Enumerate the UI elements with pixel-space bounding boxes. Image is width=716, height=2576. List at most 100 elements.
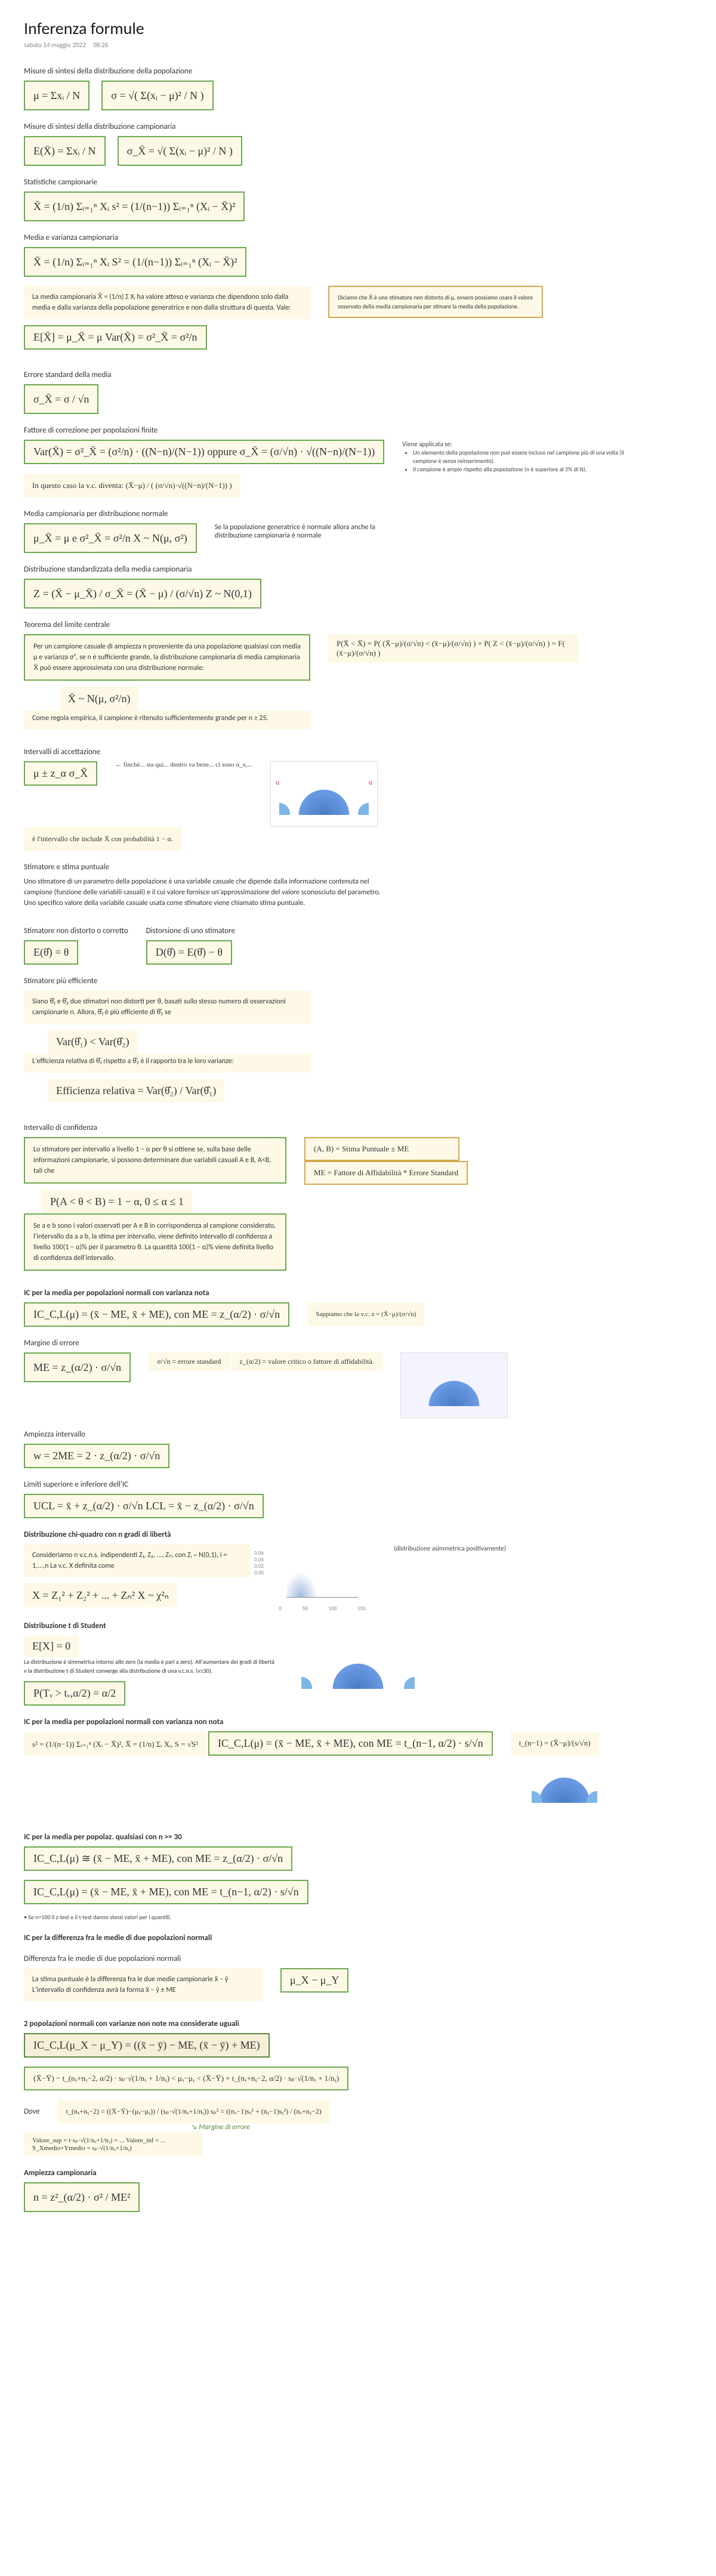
bell-curve-margin <box>400 1352 508 1418</box>
heading-ic-diff: IC per la differenza fra le medie di due… <box>24 1933 692 1942</box>
formula-due-pop-4: Valore_sup = t·sₚ·√(1/nₓ+1/nᵧ) = ... Val… <box>24 2132 203 2157</box>
formula-due-pop-1: IC_C,L(μ_X − μ_Y) = ((x̄ − ȳ) − ME, (x̄ … <box>24 2033 270 2058</box>
heading-ic-n30: IC per la media per popolaz. qualsiasi c… <box>24 1833 692 1842</box>
formula-tlc-1: X̄ ~ N(μ, σ²/n) <box>60 687 138 711</box>
note-margine-2: z_(α/2) = valore critico o fattore di af… <box>232 1352 382 1371</box>
formula-pop-sd: σ = √( Σ(xᵢ − μ)² / N ) <box>101 81 213 110</box>
formula-pop-mean: μ = Σxᵢ / N <box>24 81 90 110</box>
heading-amp-camp: Ampiezza campionaria <box>24 2169 692 2177</box>
note-ic-n30: • Se n>100 il z-test e il t-test danno s… <box>24 1913 263 1922</box>
para-ic-2: Se a e b sono i valori osservati per A e… <box>24 1213 286 1271</box>
formula-media-norm: μ_X̄ = μ e σ²_X̄ = σ²/n X ~ N(μ, σ²) <box>24 523 197 553</box>
heading-stat-camp: Statistiche campionarie <box>24 178 692 187</box>
heading-stimatore: Stimatore e stima puntuale <box>24 863 692 872</box>
formula-err-std: σ_X̄ = σ / √n <box>24 384 98 414</box>
para-stim-effrel: L'efficienza relativa di θ̂₁ rispetto a … <box>24 1054 310 1073</box>
page-meta: sabato 14 maggio 2022 08:26 <box>24 41 692 49</box>
formula-due-pop-2: (X̄−Ȳ) − t_(nₓ+nᵧ−2, α/2) · sₚ·√(1/nₓ + … <box>24 2067 348 2090</box>
formula-stim-nondist: E(θ̂) = θ <box>24 940 78 965</box>
para-ic-diff: La stima puntuale è la differenza fra le… <box>24 1968 263 2002</box>
fattore-note-b1: Un elemento della popolazione non può es… <box>413 449 641 465</box>
heading-ic-varnonnota: IC per la media per popolazioni normali … <box>24 1718 692 1726</box>
meta-time: 08:26 <box>93 41 108 49</box>
sub-ic-diff: Differenza fra le medie di due popolazio… <box>24 1954 692 1963</box>
heading-stim-eff: Stimatore più efficiente <box>24 977 692 986</box>
heading-ic: Intervallo di confidenza <box>24 1123 692 1132</box>
side-ic-varnota: Sappiamo che la v.c. z = (X̄−μ)/(σ/√n) <box>307 1302 424 1326</box>
formula-limiti: UCL = x̄ + z_(α/2) · σ/√n LCL = x̄ − z_(… <box>24 1494 264 1518</box>
para-int-acc: è l'intervallo che include X̄ con probab… <box>24 827 181 851</box>
formula-fattore-vc: In questo caso la v.c. diventa: (X̄−μ) /… <box>24 474 240 498</box>
heading-int-acc: Intervalli di accettazione <box>24 748 692 756</box>
formula-ic-vnn-0b: t_(n−1) = (X̄−μ)/(s/√n) <box>511 1731 599 1755</box>
para-tstudent: La distribuzione è simmetrica intorno al… <box>24 1657 274 1675</box>
heading-media-norm: Media campionaria per distribuzione norm… <box>24 509 692 518</box>
formula-ic-box1: (A, B) = Stima Puntuale ± ME <box>304 1137 459 1161</box>
formula-fattore-corr: Var(X̄) = σ²_X̄ = (σ²/n) · ((N−n)/(N−1))… <box>24 440 384 464</box>
heading-tstudent: Distribuzione t di Student <box>24 1621 692 1630</box>
fattore-note-b2: Il campione è ampio rispetto alla popola… <box>413 465 641 474</box>
para-chi2: Consideriamo n v.c.n.s. indipendenti Z₁,… <box>24 1544 251 1577</box>
formula-samp-sd: σ_X̄ = √( Σ(xᵢ − μ)² / N ) <box>118 136 242 166</box>
heading-tlc: Teorema del limite centrale <box>24 620 692 629</box>
heading-err-std: Errore standard della media <box>24 370 692 379</box>
heading-ampiezza: Ampiezza intervallo <box>24 1430 692 1439</box>
formula-amp-camp: n = z²_(α/2) · σ² / ME² <box>24 2182 140 2212</box>
heading-fattore-corr: Fattore di correzione per popolazioni fi… <box>24 426 692 435</box>
bell-curve-vnn <box>511 1755 618 1821</box>
note-margine-1: σ/√n = errore standard <box>149 1352 229 1371</box>
formula-ampiezza: w = 2ME = 2 · z_(α/2) · σ/√n <box>24 1444 169 1468</box>
para-stimatore: Uno stimatore di un parametro della popo… <box>24 876 382 909</box>
heading-limiti: Limiti superiore e inferiore dell'IC <box>24 1480 692 1489</box>
heading-dist-std: Distribuzione standardizzata della media… <box>24 565 692 574</box>
page-title: Inferenza formule <box>24 18 692 39</box>
label-dove: Dove <box>24 2107 40 2116</box>
formula-ic-box2: ME = Fattore di Affidabilità * Errore St… <box>304 1161 468 1185</box>
formula-chi2: X = Z₁² + Z₂² + ... + Zₙ² X ~ χ²ₙ <box>24 1583 177 1607</box>
formula-media-var-ev: E[X̄] = μ_X̄ = μ Var(X̄) = σ²_X̄ = σ²/n <box>24 325 207 350</box>
chi-curve-graph: 050100150 0.060.040.020.00 <box>268 1544 376 1610</box>
side-media-norm: Se la popolazione generatrice è normale … <box>215 523 394 540</box>
para-tlc-1: Per un campione casuale di ampiezza n pr… <box>24 634 310 681</box>
side-chi2: (distribuzione asimmetrica positivamente… <box>394 1544 506 1553</box>
heading-ic-varnota: IC per la media per popolazioni normali … <box>24 1289 692 1298</box>
formula-ic-vnn-1: IC_C,L(μ) = (x̄ − ME, x̄ + ME), con ME =… <box>208 1731 493 1756</box>
formula-due-pop-3: t_(nₓ+nᵧ−2) = ((X̄−Ȳ)−(μₓ−μᵧ)) / (sₚ·√(1… <box>58 2099 330 2123</box>
fattore-note-title: Viene applicata se: <box>402 440 641 449</box>
handwritten-int-acc: ← finchè... sta qui... dentro va bene...… <box>115 761 252 768</box>
formula-ic-vnn-0: s² = (1/(n−1)) Σᵢ₌₁ⁿ (Xᵢ − X̄)², X̄ = (1… <box>24 1732 206 1756</box>
heading-margine: Margine di errore <box>24 1339 692 1348</box>
bell-curve-tstudent <box>292 1635 424 1701</box>
heading-pop-measures: Misure di sintesi della distribuzione de… <box>24 67 692 76</box>
formula-tlc-2: P(X̄ < X̄) = P( (X̄−μ)/(σ/√n) < (x̄−μ)/(… <box>328 634 579 663</box>
formula-ic-diff-0: μ_X − μ_Y <box>280 1968 348 1993</box>
formula-media-var: X̄ = (1/n) Σᵢ₌₁ⁿ Xᵢ S² = (1/(n−1)) Σᵢ₌₁ⁿ… <box>24 247 246 277</box>
formula-stim-eff: Var(θ̂₁) < Var(θ̂₂) <box>48 1030 138 1054</box>
formula-ic-1: P(A < θ < B) = 1 − α, 0 ≤ α ≤ 1 <box>42 1190 192 1213</box>
meta-date: sabato 14 maggio 2022 <box>24 41 86 49</box>
formula-int-acc: μ ± z_α σ_X̄ <box>24 761 97 786</box>
formula-samp-mean: E(X̄) = Σxᵢ / N <box>24 136 106 166</box>
formula-stat-camp: X̄ = (1/n) Σᵢ₌₁ⁿ Xᵢ s² = (1/(n−1)) Σᵢ₌₁ⁿ… <box>24 191 245 221</box>
formula-margine: ME = z_(α/2) · σ/√n <box>24 1352 131 1382</box>
para-ic-1: Lo stimatore per intervallo a livello 1 … <box>24 1137 286 1184</box>
formula-tstudent-ex: E[X] = 0 <box>24 1635 79 1657</box>
para-media-var: La media campionaria X̄ = (1/n) Σ Xᵢ ha … <box>24 286 310 319</box>
heading-media-var: Media e varianza campionaria <box>24 233 692 242</box>
para-stim-eff: Siano θ̂₁ e θ̂₂ due stimatori non distor… <box>24 990 310 1024</box>
formula-ic-n30-1: IC_C,L(μ) ≅ (x̄ − ME, x̄ + ME), con ME =… <box>24 1846 292 1871</box>
formula-dist-std: Z = (X̄ − μ_X̄) / σ_X̄ = (X̄ − μ) / (σ/√… <box>24 579 261 609</box>
side-note-media-var: Diciamo che X̄ è uno stimatore non disto… <box>328 286 543 318</box>
heading-samp-measures: Misure di sintesi della distribuzione ca… <box>24 122 692 131</box>
arrow-margine: ↘ Margine di errore <box>191 2123 692 2132</box>
formula-stim-effrel: Efficienza relativa = Var(θ̂₂) / Var(θ̂₁… <box>48 1079 224 1102</box>
bell-curve-acceptance: α α <box>270 761 378 827</box>
para-tlc-2: Come regola empirica, il campione è rite… <box>24 711 310 730</box>
heading-stim-dist: Distorsione di uno stimatore <box>146 926 235 935</box>
heading-chi2: Distribuzione chi-quadro con n gradi di … <box>24 1530 692 1539</box>
heading-due-pop: 2 popolazioni normali con varianze non n… <box>24 2019 692 2028</box>
formula-ic-n30-2: IC_C,L(μ) = (x̄ − ME, x̄ + ME), con ME =… <box>24 1880 308 1904</box>
formula-ic-varnota: IC_C,L(μ) = (x̄ − ME, x̄ + ME), con ME =… <box>24 1302 289 1327</box>
heading-stim-nondist: Stimatore non distorto o corretto <box>24 926 128 935</box>
formula-tstudent-prob: P(Tᵥ > tᵥ,α/2) = α/2 <box>24 1681 125 1706</box>
